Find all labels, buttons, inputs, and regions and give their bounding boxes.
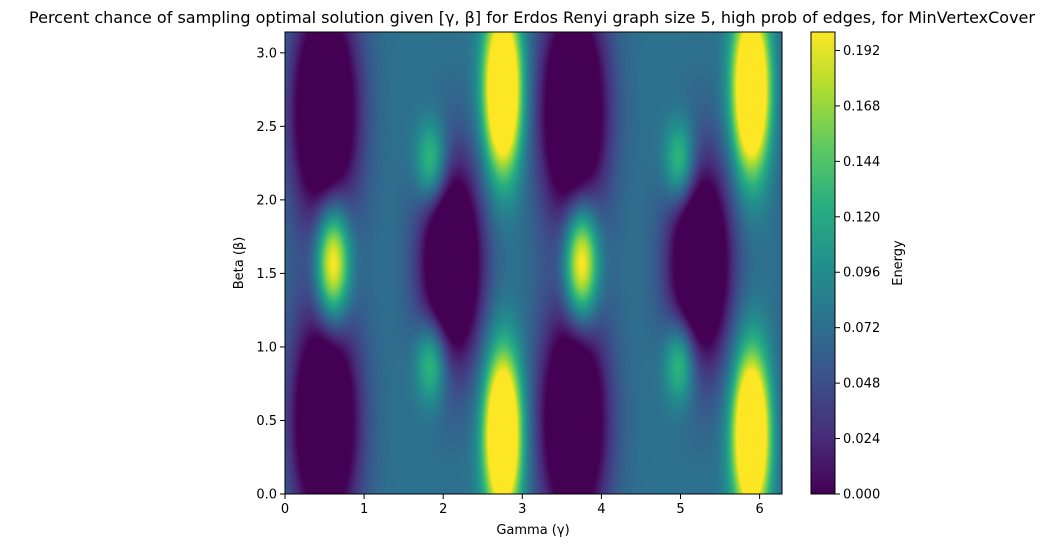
colorbar-tick-label: 0.096: [843, 266, 880, 281]
x-tick-label: 6: [755, 502, 763, 517]
colorbar-tick-label: 0.192: [843, 44, 880, 59]
colorbar-tick-label: 0.072: [843, 321, 880, 336]
y-tick-label: 3.0: [256, 46, 277, 61]
colorbar-tick-label: 0.168: [843, 99, 880, 114]
y-tick-label: 1.5: [256, 267, 277, 282]
y-axis-label: Beta (β): [232, 237, 247, 290]
plot-frame: [284, 31, 783, 495]
chart-title: Percent chance of sampling optimal solut…: [29, 8, 1035, 27]
x-tick-label: 0: [281, 502, 289, 517]
y-tick-label: 0.0: [256, 488, 277, 503]
x-axis-label: Gamma (γ): [496, 523, 569, 538]
colorbar-tick-label: 0.048: [843, 377, 880, 392]
x-tick-label: 4: [597, 502, 605, 517]
x-tick-label: 2: [439, 502, 447, 517]
colorbar-label: Energy: [891, 240, 906, 286]
x-axis: 0 1 2 3 4 5 6: [281, 494, 764, 517]
x-tick-label: 3: [518, 502, 526, 517]
y-tick-label: 2.5: [256, 120, 277, 135]
colorbar: [810, 31, 836, 495]
y-axis: 0.0 0.5 1.0 1.5 2.0 2.5 3.0: [256, 46, 285, 503]
y-tick-label: 1.0: [256, 340, 277, 355]
colorbar-tick-label: 0.024: [843, 432, 880, 447]
colorbar-tick-label: 0.000: [843, 488, 880, 503]
x-tick-label: 5: [676, 502, 684, 517]
colorbar-tick-label: 0.120: [843, 210, 880, 225]
heatmap-field: [285, 32, 782, 494]
colorbar-axis: 0.000 0.024 0.048 0.072 0.096 0.120 0.144 0.168…: [835, 44, 880, 503]
x-tick-label: 1: [360, 502, 368, 517]
y-tick-label: 0.5: [256, 414, 277, 429]
colorbar-tick-label: 0.144: [843, 155, 880, 170]
y-tick-label: 2.0: [256, 193, 277, 208]
